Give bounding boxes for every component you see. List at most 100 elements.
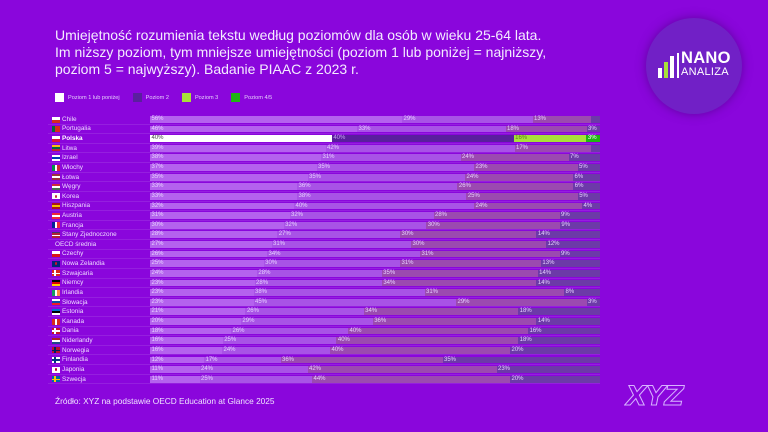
- bar-segment-francja-level-1: [150, 221, 284, 229]
- flag-icon-lotwa: [52, 174, 60, 181]
- flag-icon-hiszpania: [52, 203, 60, 210]
- flag-icon-litwa: [52, 145, 60, 152]
- bar-segment-finlandia-level-2: [204, 356, 281, 364]
- category-label-korea: Korea: [62, 192, 80, 200]
- bar-segment-irlandia-level-1: [150, 289, 254, 296]
- data-label-czechy-level-3: 31%: [421, 250, 434, 257]
- bar-segment-nowa-zelandia-level-3: [400, 260, 541, 268]
- data-label-chile-level-3: 13%: [534, 116, 547, 122]
- data-label-japonia-level-3: 42%: [309, 366, 322, 373]
- data-label-norwegia-level-4: 20%: [511, 346, 524, 353]
- category-label-austria: Austria: [62, 212, 82, 219]
- data-label-oecd-srednia-level-3: 30%: [412, 241, 425, 248]
- data-label-finlandia-level-2: 17%: [205, 356, 218, 363]
- row-separator: [48, 162, 600, 164]
- data-label-izrael-level-2: 31%: [322, 154, 335, 161]
- bar-segment-norwegia-level-1: [150, 346, 222, 354]
- logo-bar-icon-tall: [670, 56, 674, 78]
- data-label-austria-level-4: 9%: [561, 212, 570, 219]
- bar-segment-niderlandy-level-2: [222, 337, 337, 345]
- data-label-czechy-level-1: 26%: [151, 250, 164, 257]
- legend-swatch-level-3: [181, 93, 191, 102]
- data-label-slowacja-level-3: 29%: [457, 298, 470, 305]
- flag-icon-japonia: [52, 366, 60, 373]
- bar-segment-wlochy-level-3: [474, 164, 578, 171]
- bar-segment-dania-level-1: [150, 327, 231, 335]
- data-label-korea-level-1: 33%: [151, 192, 164, 199]
- bar-segment-francja-level-3: [426, 221, 560, 229]
- data-label-litwa-level-1: 39%: [151, 144, 164, 151]
- flag-icon-francja: [52, 222, 60, 229]
- flag-icon-chile: [52, 116, 60, 123]
- flag-icon-niderlandy: [52, 337, 60, 344]
- bar-segment-szwecja-level-4: [510, 375, 600, 383]
- bar-segment-lotwa-level-4: [573, 173, 600, 181]
- data-label-wlochy-level-4: 5%: [579, 164, 588, 171]
- bar-segment-polska-level-1: [150, 135, 332, 143]
- bar-segment-szwajcaria-level-1: [150, 269, 257, 277]
- bar-segment-irlandia-level-3: [424, 289, 564, 296]
- data-label-portugalia-level-4: 3%: [588, 125, 597, 132]
- bar-segment-oecd-srednia-level-4: [546, 241, 600, 248]
- row-separator: [48, 133, 600, 135]
- bar-segment-wegry-level-2: [297, 183, 458, 191]
- data-label-szwecja-level-3: 44%: [313, 375, 326, 382]
- category-label-nowa-zelandia: Nowa Zelandia: [62, 260, 105, 268]
- data-label-kanada-level-1: 20%: [151, 318, 164, 325]
- legend-label-level-3: Poziom 3: [194, 94, 219, 101]
- bar-segment-polska-level-4: [586, 135, 600, 143]
- bar-segment-niderlandy-level-4: [518, 337, 600, 345]
- bar-segment-lotwa-level-2: [307, 173, 465, 181]
- row-separator: [48, 267, 600, 269]
- data-label-lotwa-level-4: 6%: [574, 173, 584, 180]
- data-label-francja-level-3: 30%: [427, 221, 440, 228]
- bar-segment-kanada-level-3: [372, 318, 537, 325]
- bar-segment-litwa-level-2: [325, 144, 515, 152]
- bar-segment-niemcy-level-1: [150, 279, 255, 287]
- data-label-niderlandy-level-1: 16%: [151, 337, 164, 344]
- xyz-brand-text: XYZ: [624, 381, 684, 410]
- data-label-litwa-level-3: 17%: [516, 144, 529, 151]
- bar-segment-norwegia-level-2: [222, 346, 330, 354]
- bar-segment-wegry-level-1: [150, 183, 298, 191]
- category-label-hiszpania: Hiszpania: [62, 202, 91, 210]
- bar-segment-wegry-level-3: [457, 183, 574, 191]
- bar-segment-polska-level-2: [331, 135, 514, 143]
- row-separator: [48, 373, 600, 375]
- title-line-3: poziom 5 = najwyższy). Badanie PIAAC z 2…: [55, 61, 359, 77]
- flag-icon-polska: [52, 135, 60, 142]
- data-label-slowacja-level-1: 23%: [151, 298, 164, 305]
- bar-segment-izrael-level-1: [150, 154, 321, 162]
- data-label-austria-level-3: 28%: [435, 212, 448, 219]
- bar-segment-lotwa-level-3: [465, 173, 573, 181]
- data-label-finlandia-level-4: 35%: [444, 356, 457, 363]
- category-label-oecd-srednia: OECD średnia: [55, 240, 97, 248]
- category-label-finlandia: Finlandia: [62, 356, 88, 364]
- data-label-irlandia-level-1: 23%: [151, 289, 164, 296]
- row-separator: [48, 325, 600, 327]
- row-separator: [48, 335, 600, 337]
- row-separator: [48, 123, 600, 125]
- flag-icon-dania: [52, 328, 60, 335]
- data-label-polska-level-3: 16%: [515, 135, 528, 142]
- data-label-wegry-level-3: 26%: [458, 183, 471, 190]
- data-label-slowacja-level-2: 45%: [255, 298, 268, 305]
- bar-segment-izrael-level-3: [460, 154, 569, 162]
- data-label-wlochy-level-2: 35%: [318, 164, 331, 171]
- bar-segment-nowa-zelandia-level-1: [150, 260, 264, 268]
- data-label-norwegia-level-2: 24%: [223, 346, 236, 353]
- bar-segment-irlandia-level-4: [564, 289, 600, 296]
- category-label-czechy: Czechy: [62, 250, 84, 258]
- bar-segment-niemcy-level-3: [381, 279, 537, 287]
- bar-segment-norwegia-level-3: [330, 346, 510, 354]
- flag-icon-kanada: [52, 318, 60, 325]
- data-label-nowa-zelandia-level-1: 25%: [151, 260, 164, 267]
- data-label-estonia-level-1: 21%: [151, 308, 164, 315]
- bar-segment-oecd-srednia-level-2: [271, 241, 411, 248]
- bar-segment-norwegia-level-4: [510, 346, 600, 354]
- bar-segment-irlandia-level-2: [253, 289, 425, 296]
- bar-segment-kanada-level-2: [240, 318, 373, 325]
- legend: Poziom 1 lub poniżej Poziom 2 Poziom 3 P…: [55, 93, 285, 102]
- bar-segment-portugalia-level-2: [357, 125, 506, 133]
- bar-segment-hiszpania-level-4: [582, 202, 600, 210]
